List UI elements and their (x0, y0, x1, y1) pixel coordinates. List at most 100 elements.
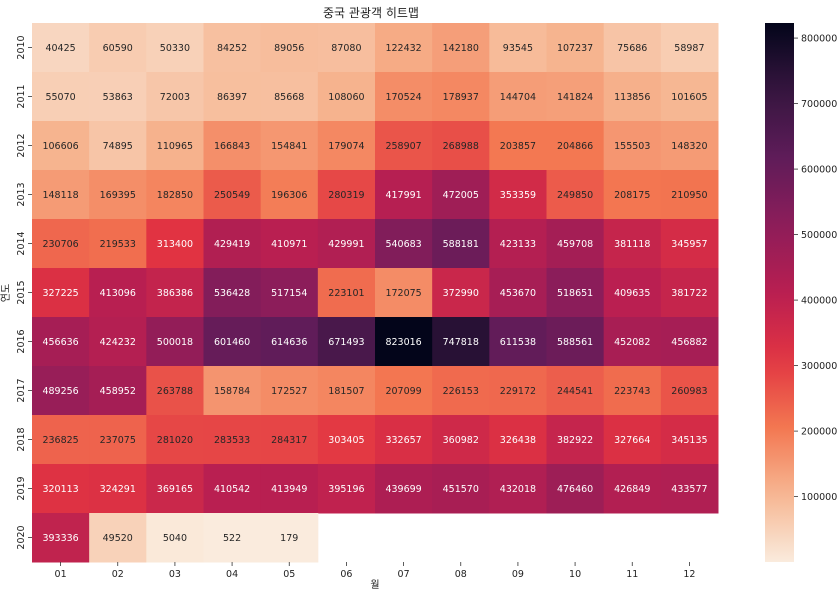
heatmap-cell (89, 415, 147, 465)
heatmap-cell (203, 121, 262, 171)
heatmap-cell-value: 237075 (100, 435, 136, 446)
heatmap-cell-value: 472005 (443, 190, 479, 201)
heatmap-cell (89, 513, 147, 563)
x-tick-label: 12 (683, 569, 695, 580)
heatmap-cell-value: 614636 (271, 337, 307, 348)
heatmap-cell-value: 353359 (500, 190, 536, 201)
heatmap-cell (660, 464, 719, 514)
heatmap-cell-value: 158784 (214, 386, 250, 397)
heatmap-cell (546, 317, 605, 367)
heatmap-cell (89, 72, 147, 122)
heatmap-cell (375, 121, 433, 171)
heatmap-cell (203, 317, 262, 367)
heatmap-cell-labels: 40425 60590 50330 84252 89056 87080 122432 1421… (42, 43, 707, 544)
heatmap-cell (146, 72, 204, 122)
y-tick-label: 2015 (16, 280, 27, 304)
heatmap-cell (32, 23, 90, 73)
heatmap-cell-value: 178937 (443, 92, 479, 103)
heatmap-cell-value: 260983 (671, 386, 707, 397)
heatmap-cell (146, 170, 204, 220)
x-tick-label: 08 (455, 569, 467, 580)
heatmap-cell (89, 366, 147, 416)
heatmap-cell (146, 219, 204, 269)
y-axis-label: 연도 (0, 284, 12, 302)
heatmap-cell-value: 53863 (103, 92, 133, 103)
heatmap-cell-value: 170524 (385, 92, 421, 103)
heatmap-cell-value: 413096 (100, 288, 136, 299)
heatmap-cell-value: 456882 (671, 337, 707, 348)
x-axis-ticks: 01 02 03 04 05 06 07 08 09 10 11 12 (55, 562, 695, 580)
heatmap-cell (660, 219, 719, 269)
heatmap-cell-value: 172075 (385, 288, 421, 299)
heatmap-cell-value: 410542 (214, 484, 250, 495)
heatmap-cell (32, 72, 90, 122)
heatmap-cell (317, 415, 376, 465)
heatmap-cell-value: 476460 (557, 484, 593, 495)
heatmap-cell (660, 72, 719, 122)
heatmap-cell (260, 170, 319, 220)
heatmap-cell-value: 40425 (45, 43, 75, 54)
heatmap-cell-value: 611538 (500, 337, 536, 348)
heatmap-cell-value: 332657 (385, 435, 421, 446)
heatmap-cell (432, 72, 490, 122)
heatmap-cell-value: 204866 (557, 141, 593, 152)
heatmap-cell-value: 671493 (328, 337, 364, 348)
heatmap-cell-value: 424232 (100, 337, 136, 348)
heatmap-cell-value: 386386 (157, 288, 193, 299)
heatmap-cell (317, 121, 376, 171)
heatmap-cell-value: 268988 (443, 141, 479, 152)
heatmap-cell-value: 413949 (271, 484, 307, 495)
heatmap-cell (32, 513, 90, 563)
heatmap-cell-value: 381722 (671, 288, 707, 299)
heatmap-cell (146, 464, 204, 514)
heatmap-cell (89, 219, 147, 269)
heatmap-cell-value: 75686 (617, 43, 647, 54)
heatmap-cell (375, 366, 433, 416)
heatmap-cell (32, 121, 90, 171)
heatmap-cell-value: 453670 (500, 288, 536, 299)
heatmap-cell-value: 49520 (103, 533, 133, 544)
heatmap-cell-value: 410971 (271, 239, 307, 250)
y-tick-label: 2014 (16, 231, 27, 255)
heatmap-cell (32, 268, 90, 318)
heatmap-cell (317, 268, 376, 318)
heatmap-cell-value: 154841 (271, 141, 307, 152)
heatmap-cell (489, 268, 547, 318)
heatmap-cell-value: 172527 (271, 386, 307, 397)
heatmap-cell (660, 415, 719, 465)
heatmap-cell-value: 203857 (500, 141, 536, 152)
heatmap-cell-value: 588561 (557, 337, 593, 348)
heatmap-cell-value: 433577 (671, 484, 707, 495)
heatmap-cell (203, 513, 262, 563)
heatmap-cell-value: 196306 (271, 190, 307, 201)
heatmap-cell (489, 121, 547, 171)
heatmap-cell-value: 85668 (274, 92, 304, 103)
colorbar-tick-label: 200000 (801, 427, 837, 438)
heatmap-cell (260, 366, 319, 416)
heatmap-cell (203, 415, 262, 465)
heatmap-cell-value: 280319 (328, 190, 364, 201)
heatmap-cell-value: 229172 (500, 386, 536, 397)
heatmap-cell (146, 317, 204, 367)
heatmap-cell (317, 170, 376, 220)
heatmap-cell-value: 223743 (614, 386, 650, 397)
heatmap-cell-value: 320113 (42, 484, 78, 495)
heatmap-cell (260, 121, 319, 171)
heatmap-cell (260, 268, 319, 318)
heatmap-cell (489, 464, 547, 514)
heatmap-cell-value: 429991 (328, 239, 364, 250)
heatmap-cell-value: 283533 (214, 435, 250, 446)
x-tick-label: 09 (512, 569, 524, 580)
heatmap-cell (432, 366, 490, 416)
y-axis-ticks: 2010 2011 2012 2013 2014 2015 2016 2017 2018 2019… (16, 35, 32, 550)
heatmap-cell (603, 366, 662, 416)
heatmap-cell-value: 540683 (385, 239, 421, 250)
heatmap-cell-value: 122432 (385, 43, 421, 54)
x-tick-label: 07 (398, 569, 410, 580)
heatmap-cell (89, 464, 147, 514)
heatmap-cell-value: 207099 (385, 386, 421, 397)
heatmap-cell (546, 415, 605, 465)
heatmap-cells (32, 23, 719, 563)
heatmap-cell (32, 170, 90, 220)
